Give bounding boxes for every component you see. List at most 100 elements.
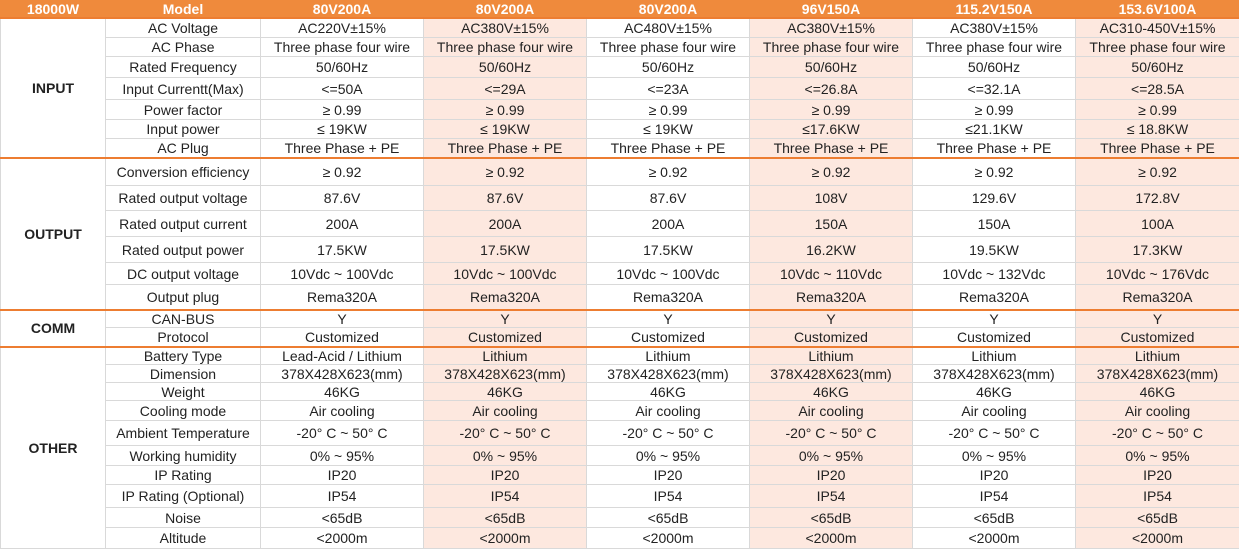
spec-value: AC310-450V±15% — [1075, 16, 1239, 38]
spec-value: 10Vdc ~ 100Vdc — [260, 262, 424, 285]
spec-value: 10Vdc ~ 176Vdc — [1075, 262, 1239, 285]
spec-value: 150A — [912, 210, 1076, 237]
spec-value: -20° C ~ 50° C — [912, 420, 1076, 446]
spec-value: 378X428X623(mm) — [586, 364, 750, 383]
spec-value: IP20 — [260, 465, 424, 485]
spec-value: 200A — [586, 210, 750, 237]
spec-value: 46KG — [423, 382, 587, 401]
spec-value: AC480V±15% — [586, 16, 750, 38]
spec-row: Weight 46KG 46KG 46KG 46KG 46KG 46KG — [1, 382, 1239, 401]
spec-value: <=50A — [260, 77, 424, 100]
param-label: Ambient Temperature — [105, 420, 261, 446]
spec-value: ≤ 19KW — [586, 119, 750, 139]
param-label: CAN-BUS — [105, 308, 261, 328]
spec-value: 17.3KW — [1075, 236, 1239, 263]
spec-value: 10Vdc ~ 100Vdc — [586, 262, 750, 285]
spec-value: IP54 — [912, 484, 1076, 508]
spec-row: AC Phase Three phase four wire Three phase… — [1, 37, 1239, 57]
spec-value: ≤ 19KW — [423, 119, 587, 139]
spec-value: <=29A — [423, 77, 587, 100]
param-label: Conversion efficiency — [105, 156, 261, 186]
model-header: 96V150A — [749, 0, 913, 18]
group-label: OUTPUT — [0, 156, 106, 310]
spec-value: -20° C ~ 50° C — [749, 420, 913, 446]
spec-value: Lithium — [586, 345, 750, 365]
spec-value: 50/60Hz — [586, 56, 750, 78]
spec-row: Working humidity 0% ~ 95% 0% ~ 95% 0% ~ 95%… — [1, 445, 1239, 466]
spec-value: Rema320A — [1075, 284, 1239, 310]
spec-value: Three Phase + PE — [260, 138, 424, 158]
spec-value: Three phase four wire — [423, 37, 587, 57]
spec-value: <65dB — [586, 507, 750, 528]
spec-value: 378X428X623(mm) — [912, 364, 1076, 383]
spec-value: Three Phase + PE — [586, 138, 750, 158]
spec-value: Air cooling — [749, 400, 913, 421]
spec-value: Three phase four wire — [260, 37, 424, 57]
spec-row: Input power ≤ 19KW ≤ 19KW ≤ 19KW ≤17.6KW ≤21.… — [1, 119, 1239, 139]
spec-value: IP54 — [586, 484, 750, 508]
group-label: COMM — [0, 308, 106, 347]
spec-value: ≤17.6KW — [749, 119, 913, 139]
spec-value: ≥ 0.99 — [912, 99, 1076, 120]
spec-value: AC380V±15% — [912, 16, 1076, 38]
param-label: Input Currentt(Max) — [105, 77, 261, 100]
spec-value: Three phase four wire — [749, 37, 913, 57]
spec-value: ≥ 0.92 — [912, 156, 1076, 186]
spec-value: 50/60Hz — [423, 56, 587, 78]
model-label: Model — [105, 0, 261, 18]
spec-value: Rema320A — [912, 284, 1076, 310]
spec-value: <=32.1A — [912, 77, 1076, 100]
spec-row: Dimension 378X428X623(mm) 378X428X623(mm) 3… — [1, 364, 1239, 383]
spec-value: ≤21.1KW — [912, 119, 1076, 139]
spec-value: Lithium — [749, 345, 913, 365]
spec-row: Input Currentt(Max) <=50A <=29A <=23A <=26.8… — [1, 77, 1239, 100]
spec-value: Air cooling — [912, 400, 1076, 421]
spec-value: 46KG — [912, 382, 1076, 401]
spec-value: 16.2KW — [749, 236, 913, 263]
model-header: 80V200A — [260, 0, 424, 18]
spec-value: ≥ 0.92 — [749, 156, 913, 186]
spec-value: Y — [749, 308, 913, 328]
spec-value: AC380V±15% — [423, 16, 587, 38]
spec-value: 129.6V — [912, 185, 1076, 211]
param-label: Battery Type — [105, 345, 261, 365]
spec-value: 108V — [749, 185, 913, 211]
spec-row: Rated output current 200A 200A 200A 150A 150A… — [1, 210, 1239, 237]
spec-value: <2000m — [912, 527, 1076, 549]
spec-value: ≤ 19KW — [260, 119, 424, 139]
spec-row: AC Plug Three Phase + PE Three Phase + PE T… — [1, 138, 1239, 158]
spec-value: 200A — [423, 210, 587, 237]
param-label: Rated output power — [105, 236, 261, 263]
spec-value: 50/60Hz — [749, 56, 913, 78]
spec-value: -20° C ~ 50° C — [423, 420, 587, 446]
param-label: Altitude — [105, 527, 261, 549]
spec-row: DC output voltage 10Vdc ~ 100Vdc 10Vdc ~ 1… — [1, 262, 1239, 285]
spec-value: ≤ 18.8KW — [1075, 119, 1239, 139]
spec-value: IP54 — [423, 484, 587, 508]
param-label: AC Plug — [105, 138, 261, 158]
spec-value: <65dB — [912, 507, 1076, 528]
spec-value: 172.8V — [1075, 185, 1239, 211]
spec-value: 17.5KW — [423, 236, 587, 263]
spec-value: Rema320A — [749, 284, 913, 310]
spec-row: Rated output power 17.5KW 17.5KW 17.5KW 16.2… — [1, 236, 1239, 263]
spec-value: 378X428X623(mm) — [260, 364, 424, 383]
group-label: INPUT — [0, 16, 106, 158]
spec-value: 19.5KW — [912, 236, 1076, 263]
param-label: Rated output current — [105, 210, 261, 237]
spec-row: Protocol Customized Customized Customized Cu… — [1, 327, 1239, 347]
spec-row: Cooling mode Air cooling Air cooling Air co… — [1, 400, 1239, 421]
spec-value: <2000m — [1075, 527, 1239, 549]
spec-value: Air cooling — [586, 400, 750, 421]
param-label: Cooling mode — [105, 400, 261, 421]
spec-value: 378X428X623(mm) — [749, 364, 913, 383]
spec-value: Three Phase + PE — [912, 138, 1076, 158]
spec-value: IP54 — [260, 484, 424, 508]
spec-value: <65dB — [423, 507, 587, 528]
group-label: OTHER — [0, 345, 106, 549]
spec-row: IP Rating IP20 IP20 IP20 IP20 IP20 IP20 — [1, 465, 1239, 485]
spec-value: Lithium — [423, 345, 587, 365]
spec-value: ≥ 0.92 — [260, 156, 424, 186]
spec-row: INPUT AC Voltage AC220V±15% AC380V±15% AC480… — [0, 16, 1239, 158]
